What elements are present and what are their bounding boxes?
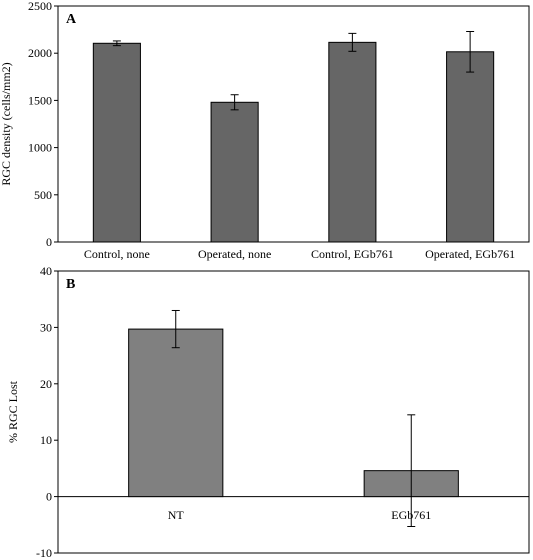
- y-tick-label: 1000: [28, 141, 52, 155]
- x-tick-label: Operated, none: [198, 247, 271, 261]
- panel-b-plot-area: [57, 270, 530, 554]
- x-tick-label: Control, EGb761: [311, 247, 394, 261]
- y-tick-label: 30: [40, 320, 52, 334]
- panel-a: A RGC density (cells/mm2) 0 500 1000 1500 20…: [0, 0, 530, 261]
- x-tick-label: NT: [168, 508, 185, 522]
- bar: [446, 51, 495, 243]
- y-tick-label: 0: [46, 235, 52, 249]
- panel-b-y-axis-label: % RGC Lost: [6, 380, 20, 443]
- x-tick-label: Operated, EGb761: [425, 247, 515, 261]
- panel-a-label: A: [66, 12, 77, 27]
- x-tick-label: Control, none: [84, 247, 150, 261]
- y-tick-label: 2000: [28, 46, 52, 60]
- y-tick-label: 0: [46, 490, 52, 504]
- bar: [210, 101, 259, 243]
- panel-b-label: B: [66, 277, 75, 292]
- bar: [92, 42, 141, 243]
- panel-b: B % RGC Lost -10 0 10 20 30 40 NT EGb761: [6, 264, 530, 560]
- y-tick-label: 40: [40, 264, 52, 278]
- y-tick-label: 500: [34, 188, 52, 202]
- y-tick-label: 20: [40, 377, 52, 391]
- y-tick-label: 2500: [28, 0, 52, 13]
- x-tick-label: EGb761: [391, 508, 431, 522]
- panel-a-y-axis-label: RGC density (cells/mm2): [0, 62, 13, 185]
- y-tick-label: -10: [36, 546, 52, 560]
- bar: [328, 41, 377, 243]
- y-tick-label: 1500: [28, 93, 52, 107]
- bar: [128, 328, 224, 498]
- y-tick-label: 10: [40, 433, 52, 447]
